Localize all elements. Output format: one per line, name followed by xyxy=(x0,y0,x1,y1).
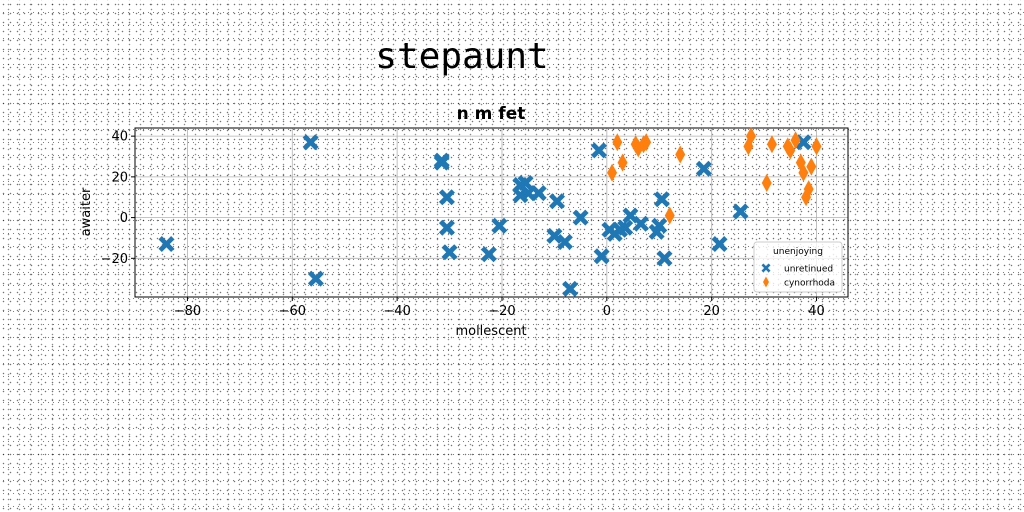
data-point xyxy=(675,145,686,164)
data-point xyxy=(590,142,607,159)
data-point xyxy=(307,270,324,287)
data-point xyxy=(549,193,566,210)
y-axis-label: awaiter xyxy=(79,187,94,236)
series-unretinued xyxy=(158,134,812,297)
y-tick-label: 0 xyxy=(120,211,128,226)
data-point xyxy=(438,189,455,206)
data-point xyxy=(761,173,772,192)
data-point xyxy=(517,174,534,191)
y-tick-label: −20 xyxy=(101,252,128,267)
legend-entry: cynorrhoda xyxy=(784,279,835,289)
x-tick-label: −80 xyxy=(174,304,201,319)
data-point xyxy=(438,219,455,236)
axis-ticks: −80 −60 −40 −20 0 20 40 −20 0 20 40 xyxy=(101,130,825,319)
x-tick-label: 0 xyxy=(603,304,611,319)
x-tick-label: −20 xyxy=(488,304,515,319)
data-point xyxy=(790,131,801,150)
x-tick-label: 20 xyxy=(703,304,720,319)
data-point xyxy=(572,209,589,226)
data-point xyxy=(593,248,610,265)
data-point xyxy=(632,215,649,232)
x-tick-label: −60 xyxy=(279,304,306,319)
x-tick-label: −40 xyxy=(383,304,410,319)
data-point xyxy=(732,203,749,220)
data-point xyxy=(491,217,508,234)
data-point xyxy=(612,133,623,152)
data-point xyxy=(766,135,777,154)
y-tick-label: 20 xyxy=(111,170,128,185)
legend: unenjoying unretinued cynorrhoda xyxy=(753,241,843,293)
data-point xyxy=(302,134,319,151)
legend-title: unenjoying xyxy=(773,247,823,257)
data-point xyxy=(785,141,796,160)
data-point xyxy=(546,227,563,244)
data-point xyxy=(653,191,670,208)
data-point xyxy=(617,153,628,172)
data-point xyxy=(441,244,458,261)
data-point xyxy=(433,154,450,171)
data-point xyxy=(651,217,668,234)
data-point xyxy=(530,185,547,202)
data-point xyxy=(656,250,673,267)
grid xyxy=(135,128,848,297)
chart-title: n m fet xyxy=(457,104,526,124)
y-tick-label: 40 xyxy=(111,130,128,145)
data-points xyxy=(158,127,822,297)
plot-frame xyxy=(134,127,849,298)
data-point xyxy=(798,163,809,182)
data-point xyxy=(711,236,728,253)
data-point xyxy=(556,234,573,251)
data-point xyxy=(695,160,712,177)
data-point xyxy=(803,180,814,199)
data-point xyxy=(158,236,175,253)
data-point xyxy=(480,246,497,263)
legend-marker xyxy=(763,276,769,288)
data-point xyxy=(607,163,618,182)
legend-entry: unretinued xyxy=(784,265,833,275)
figure-title: stepaunt xyxy=(375,36,549,77)
data-point xyxy=(806,157,817,176)
x-axis-label: mollescent xyxy=(455,324,526,339)
data-point xyxy=(811,137,822,156)
data-point xyxy=(664,206,675,225)
data-point xyxy=(746,127,757,146)
data-point xyxy=(641,133,652,152)
legend-box xyxy=(753,241,843,293)
series-cynorrhoda xyxy=(607,127,822,225)
legend-marker xyxy=(761,263,771,273)
x-tick-label: 40 xyxy=(808,304,825,319)
data-point xyxy=(562,280,579,297)
data-point xyxy=(617,219,634,236)
